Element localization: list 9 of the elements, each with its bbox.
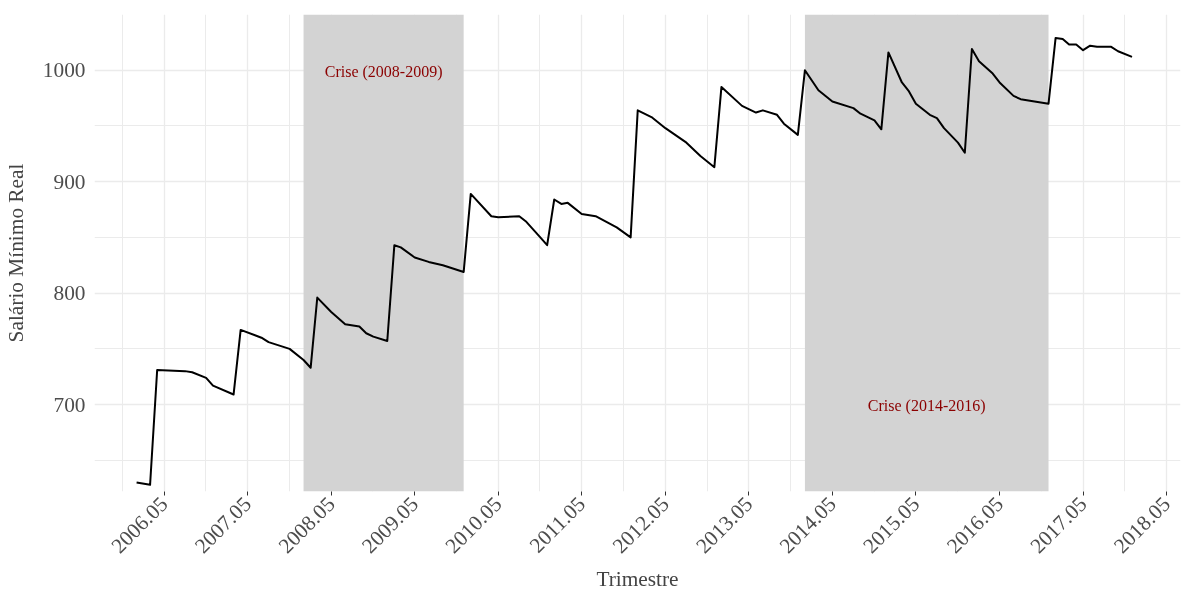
y-tick-label: 1000 xyxy=(42,58,86,83)
band-label: Crise (2008-2009) xyxy=(324,63,443,82)
line-series xyxy=(135,36,1134,486)
y-tick-label: 700 xyxy=(53,392,86,417)
x-axis-title: Trimestre xyxy=(596,567,679,592)
y-tick-label: 800 xyxy=(53,281,86,306)
y-axis-title: Salário Mínimo Real xyxy=(3,163,28,343)
band-label: Crise (2014-2016) xyxy=(867,397,986,416)
y-tick-label: 900 xyxy=(53,169,86,194)
